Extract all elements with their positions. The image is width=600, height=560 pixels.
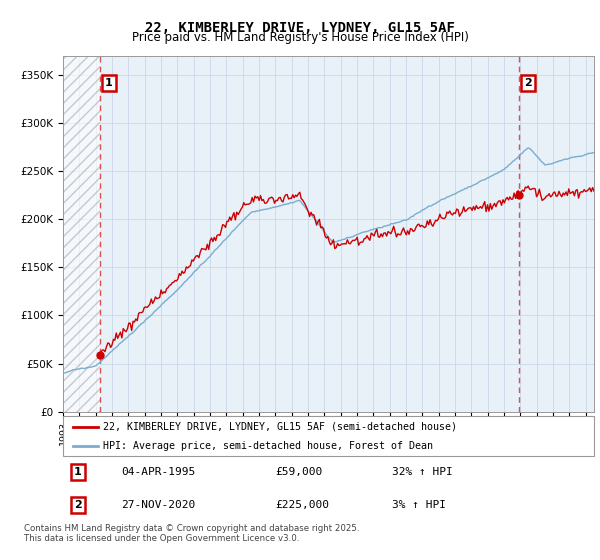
Text: 32% ↑ HPI: 32% ↑ HPI: [392, 467, 453, 477]
Text: HPI: Average price, semi-detached house, Forest of Dean: HPI: Average price, semi-detached house,…: [103, 441, 433, 450]
Text: 27-NOV-2020: 27-NOV-2020: [121, 500, 196, 510]
Text: £225,000: £225,000: [275, 500, 329, 510]
Text: 2: 2: [524, 78, 532, 88]
Text: 22, KIMBERLEY DRIVE, LYDNEY, GL15 5AF: 22, KIMBERLEY DRIVE, LYDNEY, GL15 5AF: [145, 21, 455, 35]
Text: 1: 1: [74, 467, 82, 477]
Bar: [63, 56, 100, 412]
Text: Contains HM Land Registry data © Crown copyright and database right 2025.
This d: Contains HM Land Registry data © Crown c…: [24, 524, 359, 543]
Text: 2: 2: [74, 500, 82, 510]
Text: 04-APR-1995: 04-APR-1995: [121, 467, 196, 477]
Text: Price paid vs. HM Land Registry's House Price Index (HPI): Price paid vs. HM Land Registry's House …: [131, 31, 469, 44]
Text: 1: 1: [105, 78, 113, 88]
Text: 22, KIMBERLEY DRIVE, LYDNEY, GL15 5AF (semi-detached house): 22, KIMBERLEY DRIVE, LYDNEY, GL15 5AF (s…: [103, 422, 457, 432]
Text: 3% ↑ HPI: 3% ↑ HPI: [392, 500, 446, 510]
Text: £59,000: £59,000: [275, 467, 323, 477]
